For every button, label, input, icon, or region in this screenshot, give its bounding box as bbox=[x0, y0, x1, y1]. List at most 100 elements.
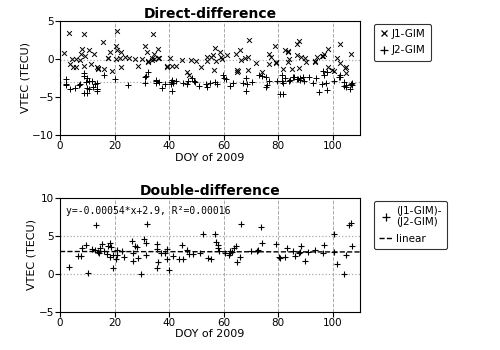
Point bbox=[306, 75, 314, 80]
Point bbox=[81, 53, 89, 59]
Point bbox=[80, 73, 88, 78]
Point bbox=[168, 77, 176, 83]
Point bbox=[178, 242, 186, 247]
Point bbox=[100, 39, 108, 44]
Point bbox=[91, 81, 99, 87]
Point bbox=[342, 82, 350, 88]
Point bbox=[323, 69, 331, 75]
Point bbox=[342, 84, 349, 90]
Point bbox=[117, 49, 125, 55]
Point bbox=[126, 55, 134, 61]
Point bbox=[336, 72, 344, 77]
Point bbox=[296, 77, 304, 83]
Point bbox=[76, 81, 84, 86]
Point bbox=[116, 64, 124, 69]
Point bbox=[278, 79, 286, 84]
Point bbox=[104, 244, 112, 249]
Point bbox=[74, 253, 82, 258]
Point bbox=[87, 62, 95, 67]
Point bbox=[184, 252, 192, 257]
Point bbox=[158, 85, 166, 91]
Point bbox=[258, 240, 266, 246]
Point bbox=[68, 56, 76, 62]
Point bbox=[152, 241, 160, 247]
Point bbox=[166, 55, 173, 61]
Point bbox=[82, 242, 90, 248]
Point bbox=[106, 244, 114, 250]
Point bbox=[330, 231, 338, 236]
Point bbox=[330, 78, 338, 83]
Point bbox=[279, 66, 287, 72]
X-axis label: DOY of 2009: DOY of 2009 bbox=[176, 329, 244, 339]
Point bbox=[207, 55, 215, 60]
Point bbox=[94, 86, 102, 92]
Point bbox=[163, 63, 171, 69]
Point bbox=[124, 83, 132, 88]
Point bbox=[182, 81, 190, 86]
Point bbox=[328, 68, 336, 73]
Point bbox=[142, 74, 150, 79]
Point bbox=[89, 84, 97, 90]
Point bbox=[272, 61, 280, 66]
Point bbox=[207, 257, 215, 262]
Point bbox=[262, 84, 270, 90]
Point bbox=[62, 82, 70, 88]
Point bbox=[72, 85, 80, 91]
Point bbox=[66, 61, 74, 66]
Point bbox=[330, 249, 338, 254]
Point bbox=[279, 92, 287, 97]
Point bbox=[106, 254, 114, 260]
Point bbox=[236, 254, 244, 260]
Point bbox=[60, 50, 68, 56]
Point bbox=[82, 79, 90, 85]
Point bbox=[120, 254, 128, 260]
Point bbox=[346, 86, 354, 92]
Point bbox=[340, 272, 348, 277]
Point bbox=[190, 251, 198, 256]
Point bbox=[144, 59, 152, 65]
Point bbox=[266, 61, 274, 66]
Point bbox=[340, 79, 347, 85]
Point bbox=[297, 243, 305, 249]
Point bbox=[185, 72, 193, 78]
Point bbox=[94, 249, 102, 254]
Point bbox=[281, 75, 289, 81]
Point bbox=[243, 81, 251, 86]
Point bbox=[257, 224, 265, 229]
Point bbox=[294, 65, 302, 70]
Point bbox=[212, 45, 220, 50]
Point bbox=[234, 69, 241, 74]
Point bbox=[289, 75, 297, 80]
Point bbox=[220, 75, 228, 81]
Point bbox=[226, 250, 234, 255]
Point bbox=[342, 64, 350, 69]
Point bbox=[140, 43, 148, 49]
Point bbox=[216, 49, 224, 55]
Point bbox=[120, 55, 128, 60]
Point bbox=[100, 66, 108, 72]
Point bbox=[164, 267, 172, 273]
Point bbox=[142, 240, 150, 246]
Title: Double-difference: Double-difference bbox=[140, 184, 280, 198]
Point bbox=[88, 246, 96, 252]
Point bbox=[248, 79, 256, 85]
Point bbox=[86, 79, 94, 84]
Point bbox=[161, 81, 169, 87]
Point bbox=[284, 245, 292, 250]
Point bbox=[247, 248, 255, 254]
Point bbox=[346, 81, 354, 86]
Point bbox=[110, 253, 118, 258]
Point bbox=[100, 72, 108, 78]
Point bbox=[150, 51, 158, 57]
Point bbox=[64, 30, 72, 36]
Point bbox=[142, 252, 150, 257]
Point bbox=[275, 254, 283, 260]
Point bbox=[179, 257, 187, 262]
Point bbox=[202, 82, 210, 87]
Text: y=-0.00054*x+2.9, R²=0.00016: y=-0.00054*x+2.9, R²=0.00016 bbox=[66, 205, 230, 216]
Point bbox=[312, 248, 320, 253]
Point bbox=[276, 255, 284, 260]
Point bbox=[252, 60, 260, 66]
Point bbox=[164, 257, 172, 262]
Point bbox=[253, 248, 261, 253]
